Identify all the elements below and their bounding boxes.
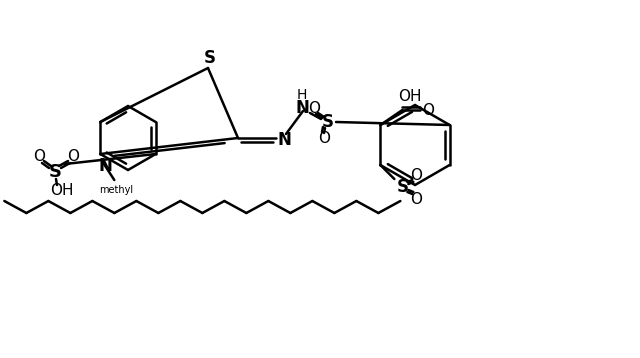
Text: OH: OH xyxy=(399,88,422,103)
Text: N: N xyxy=(277,131,291,149)
Text: H: H xyxy=(297,88,307,102)
Text: S: S xyxy=(204,49,216,67)
Text: N: N xyxy=(295,99,309,117)
Text: methyl: methyl xyxy=(99,185,133,195)
Text: O: O xyxy=(410,168,422,183)
Text: S: S xyxy=(322,113,334,131)
Text: O: O xyxy=(308,101,320,116)
Text: N: N xyxy=(99,157,112,175)
Text: O: O xyxy=(410,192,422,207)
Text: O: O xyxy=(33,149,45,164)
Text: S: S xyxy=(49,163,61,181)
Text: O: O xyxy=(67,149,79,164)
Text: OH: OH xyxy=(51,183,74,198)
Text: S: S xyxy=(396,178,408,196)
Text: O: O xyxy=(318,131,330,145)
Text: O: O xyxy=(422,102,435,117)
